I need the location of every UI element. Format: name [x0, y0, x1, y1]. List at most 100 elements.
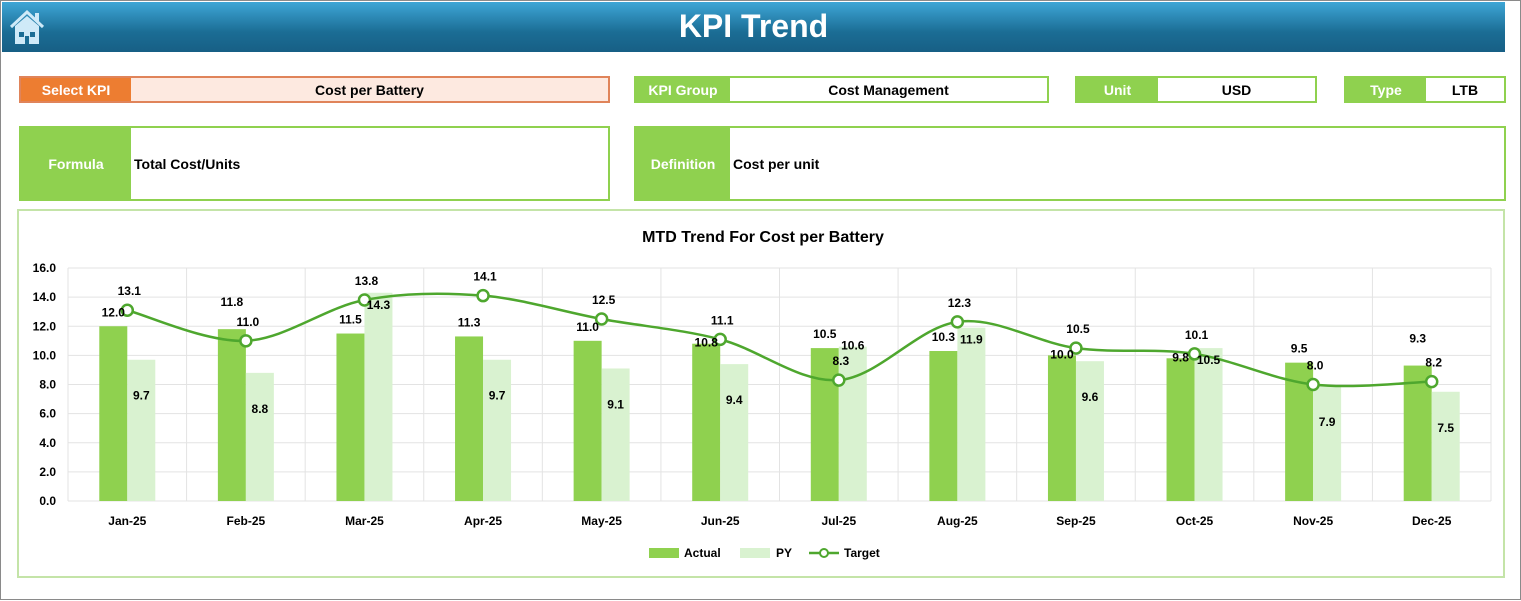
bar-actual [573, 340, 602, 501]
bar-py [127, 359, 156, 501]
formula-field: Formula Total Cost/Units [19, 126, 610, 201]
actual-data-label: 11.0 [576, 320, 599, 334]
legend-actual-swatch [649, 548, 679, 558]
kpi-group-value: Cost Management [828, 81, 949, 98]
bar-actual [692, 343, 721, 501]
x-tick-label: Mar-25 [345, 514, 384, 528]
home-icon[interactable] [8, 8, 46, 46]
actual-data-label: 11.3 [458, 315, 481, 329]
unit-field: Unit USD [1075, 76, 1317, 103]
x-tick-label: Oct-25 [1176, 514, 1214, 528]
x-tick-label: May-25 [581, 514, 622, 528]
x-tick-label: Aug-25 [937, 514, 978, 528]
py-data-label: 9.7 [133, 389, 150, 403]
target-data-label: 12.3 [948, 296, 972, 310]
x-tick-label: Dec-25 [1412, 514, 1452, 528]
bar-py [364, 292, 393, 501]
legend-target-marker [819, 548, 829, 558]
bar-actual [99, 326, 128, 501]
chart-panel [17, 209, 1505, 578]
select-kpi-field: Select KPI Cost per Battery [19, 76, 610, 103]
definition-field: Definition Cost per unit [634, 126, 1506, 201]
select-kpi-dropdown[interactable]: Cost per Battery [131, 78, 608, 101]
py-data-label: 9.4 [726, 393, 743, 407]
py-data-label: 9.1 [607, 397, 624, 411]
bar-py [245, 372, 274, 501]
x-tick-label: Apr-25 [464, 514, 502, 528]
bar-py [1194, 348, 1223, 501]
target-data-label: 10.5 [1066, 322, 1090, 336]
select-kpi-label: Select KPI [21, 78, 131, 101]
bar-py [483, 359, 512, 501]
chart-title: MTD Trend For Cost per Battery [642, 229, 884, 246]
kpi-group-field: KPI Group Cost Management [634, 76, 1049, 103]
bar-actual [1047, 355, 1076, 501]
legend-actual-label: Actual [684, 546, 721, 560]
target-line [126, 292, 1432, 388]
target-data-label: 11.1 [711, 313, 734, 327]
target-point [1187, 347, 1202, 361]
target-point [594, 312, 609, 326]
bar-py [1431, 391, 1460, 501]
py-data-label: 11.9 [960, 333, 983, 347]
actual-data-label: 11.8 [221, 295, 244, 309]
y-tick-label: 12.0 [33, 319, 57, 333]
bar-actual [929, 351, 958, 501]
y-tick-label: 2.0 [39, 465, 56, 479]
bar-py [601, 368, 630, 501]
target-point [239, 334, 253, 348]
kpi-group-label: KPI Group [636, 78, 730, 101]
target-point [1424, 374, 1439, 389]
page-title: KPI Trend [678, 8, 829, 44]
py-data-label: 8.8 [252, 402, 269, 416]
py-data-label: 10.6 [841, 339, 865, 353]
y-tick-label: 10.0 [33, 348, 57, 362]
target-point [713, 332, 727, 347]
type-label: Type [1346, 78, 1426, 101]
target-data-label: 13.1 [118, 284, 142, 298]
x-tick-label: Jul-25 [821, 514, 856, 528]
definition-label: Definition [636, 128, 730, 199]
x-tick-label: Sep-25 [1056, 514, 1096, 528]
target-point [1306, 377, 1320, 392]
x-tick-label: Jun-25 [701, 514, 740, 528]
type-value: LTB [1451, 81, 1479, 98]
type-field: Type LTB [1344, 76, 1506, 103]
bar-py [957, 327, 986, 501]
y-tick-label: 6.0 [39, 407, 56, 421]
actual-data-label: 10.3 [932, 330, 956, 344]
x-tick-label: Jan-25 [108, 514, 146, 528]
formula-value: Total Cost/Units [134, 155, 241, 172]
bar-py [838, 346, 867, 501]
target-data-label: 12.5 [592, 293, 616, 307]
actual-data-label: 9.5 [1291, 342, 1308, 356]
definition-value: Cost per unit [733, 155, 820, 172]
bar-actual [1403, 365, 1432, 501]
actual-data-label: 11.5 [339, 313, 362, 327]
y-tick-label: 0.0 [39, 494, 56, 508]
target-data-label: 8.3 [832, 354, 849, 368]
actual-data-label: 10.5 [813, 327, 837, 341]
target-data-label: 14.1 [473, 270, 497, 284]
y-tick-label: 4.0 [39, 436, 56, 450]
py-data-label: 7.9 [1319, 415, 1336, 429]
target-point [1069, 341, 1083, 355]
bar-py [1313, 385, 1342, 501]
bar-py [1075, 361, 1104, 501]
py-data-label: 7.5 [1437, 421, 1454, 435]
actual-data-label: 9.8 [1172, 350, 1189, 364]
legend-target-label: Target [844, 546, 880, 560]
bar-actual [217, 329, 246, 501]
y-tick-label: 14.0 [33, 290, 57, 304]
actual-data-label: 9.3 [1409, 332, 1426, 346]
unit-label: Unit [1077, 78, 1158, 101]
formula-label: Formula [21, 128, 131, 199]
target-point [357, 293, 372, 307]
py-data-label: 10.5 [1197, 353, 1221, 367]
target-data-label: 8.0 [1307, 359, 1324, 373]
bar-py [720, 364, 749, 501]
legend-py-swatch [740, 548, 770, 558]
actual-data-label: 10.8 [695, 336, 719, 350]
py-data-label: 9.7 [489, 389, 506, 403]
